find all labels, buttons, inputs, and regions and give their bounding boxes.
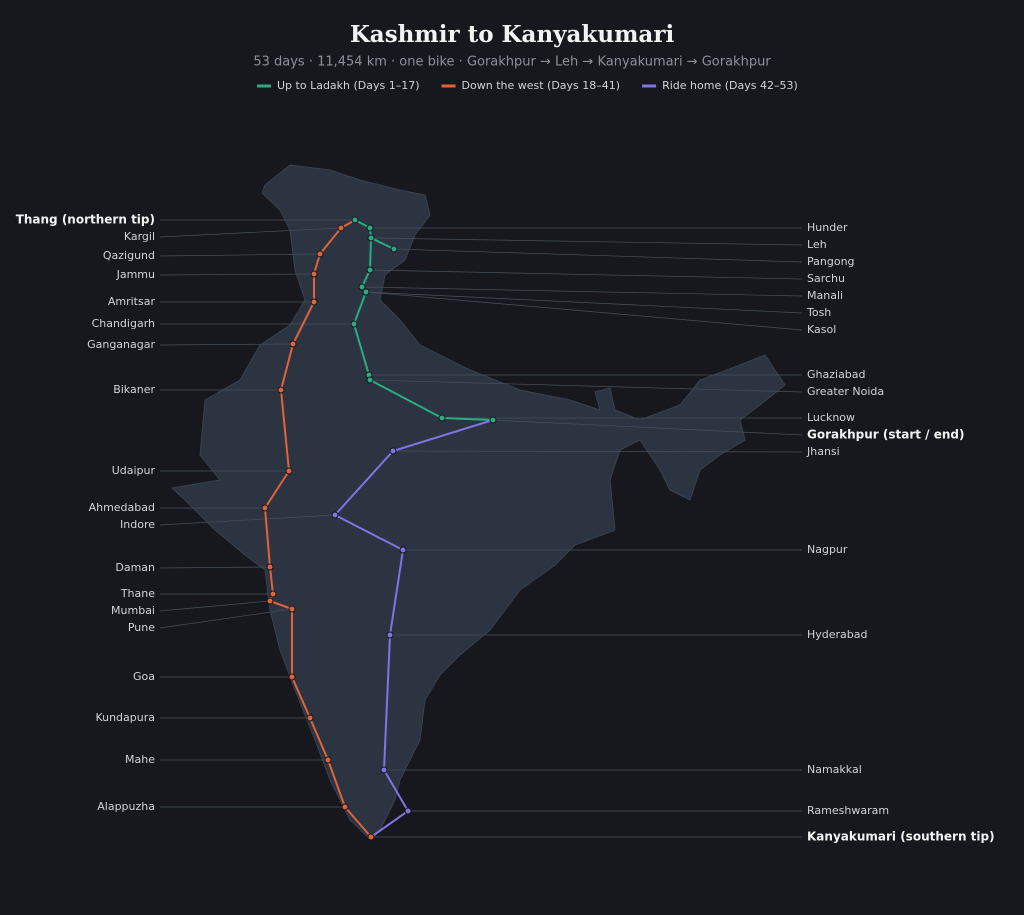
city-point — [288, 673, 296, 681]
city-label: Mumbai — [111, 604, 155, 617]
city-label: Mahe — [125, 753, 155, 766]
city-point — [351, 216, 359, 224]
leader-line — [492, 419, 803, 436]
city-point — [266, 597, 274, 605]
leader-line — [393, 248, 803, 263]
city-label: Tosh — [806, 306, 831, 319]
city-label: Udaipur — [112, 464, 156, 477]
city-point — [366, 376, 374, 384]
legend-label: Up to Ladakh (Days 1–17) — [277, 79, 420, 92]
city-label: Hyderabad — [807, 628, 868, 641]
city-label: Thane — [120, 587, 155, 600]
city-point — [367, 234, 375, 242]
city-label: Greater Noida — [807, 385, 884, 398]
city-label: Kargil — [124, 230, 155, 243]
leader-line — [365, 291, 803, 314]
city-label: Indore — [120, 518, 155, 531]
city-label: Manali — [807, 289, 843, 302]
city-label: Rameshwaram — [807, 804, 889, 817]
leader-line — [159, 600, 271, 612]
city-point — [331, 511, 339, 519]
city-label: Bikaner — [113, 383, 155, 396]
city-point — [316, 250, 324, 258]
city-point — [438, 414, 446, 422]
city-point — [341, 803, 349, 811]
city-label: Qazigund — [103, 249, 155, 262]
city-point — [261, 504, 269, 512]
city-point — [390, 245, 398, 253]
city-label: Daman — [115, 561, 155, 574]
city-label: Ganganagar — [87, 338, 155, 351]
city-label: Amritsar — [108, 295, 156, 308]
leader-line — [369, 269, 803, 280]
city-label: Sarchu — [807, 272, 845, 285]
city-point — [389, 447, 397, 455]
leader-line — [361, 286, 803, 297]
city-point — [289, 340, 297, 348]
title: Kashmir to Kanyakumari — [350, 21, 675, 48]
leader-line — [370, 237, 803, 246]
city-point — [366, 224, 374, 232]
leader-line — [369, 379, 803, 393]
leader-line — [159, 227, 342, 238]
leader-line — [159, 343, 294, 346]
city-point — [366, 266, 374, 274]
leader-line — [365, 291, 803, 331]
city-point — [399, 546, 407, 554]
city-label: Leh — [807, 238, 827, 251]
city-point — [310, 298, 318, 306]
route-line — [333, 419, 494, 838]
leader-line — [159, 608, 293, 629]
city-label: Pune — [128, 621, 155, 634]
city-point — [285, 467, 293, 475]
city-point — [386, 631, 394, 639]
city-label: Pangong — [807, 255, 855, 268]
city-label: Namakkal — [807, 763, 862, 776]
city-label: Chandigarh — [92, 317, 155, 330]
city-label: Kanyakumari (southern tip) — [807, 830, 995, 844]
city-point — [350, 320, 358, 328]
leader-line — [159, 253, 321, 257]
india-outline — [170, 164, 786, 841]
city-label: Jhansi — [806, 445, 840, 458]
leader-line — [159, 566, 271, 569]
city-label: Gorakhpur (start / end) — [807, 428, 964, 442]
city-point — [358, 283, 366, 291]
city-point — [310, 270, 318, 278]
subtitle: 53 days · 11,454 km · one bike · Gorakhp… — [253, 55, 771, 70]
leader-line — [392, 450, 803, 453]
city-label: Ahmedabad — [89, 501, 155, 514]
city-point — [288, 605, 296, 613]
city-point — [266, 563, 274, 571]
city-label: Ghaziabad — [807, 368, 866, 381]
legend-label: Ride home (Days 42–53) — [662, 79, 798, 92]
city-label: Kasol — [807, 323, 836, 336]
city-point — [362, 288, 370, 296]
city-label: Thang (northern tip) — [16, 213, 155, 227]
city-label: Lucknow — [807, 411, 855, 424]
city-point — [367, 833, 375, 841]
leader-line — [159, 273, 315, 276]
leader-line — [159, 514, 336, 526]
city-label: Kundapura — [95, 711, 155, 724]
city-point — [324, 756, 332, 764]
city-point — [404, 807, 412, 815]
city-label: Hunder — [807, 221, 848, 234]
city-point — [277, 386, 285, 394]
city-point — [337, 224, 345, 232]
city-label: Alappuzha — [97, 800, 155, 813]
legend-label: Down the west (Days 18–41) — [462, 79, 621, 92]
city-label: Nagpur — [807, 543, 848, 556]
city-point — [380, 766, 388, 774]
city-point — [489, 416, 497, 424]
city-point — [269, 590, 277, 598]
city-label: Jammu — [116, 268, 155, 281]
city-label: Goa — [133, 670, 155, 683]
city-point — [306, 714, 314, 722]
